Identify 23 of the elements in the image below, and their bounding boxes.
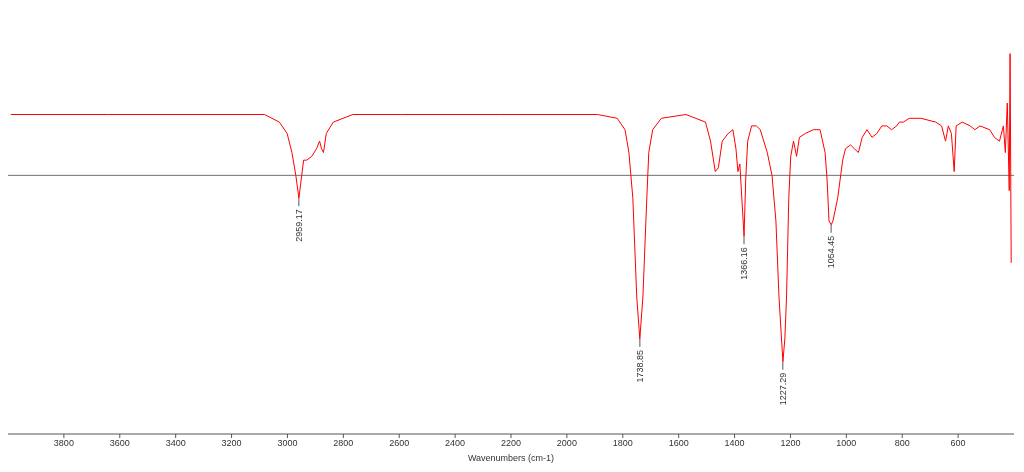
x-axis-title: Wavenumbers (cm-1) (467, 453, 555, 463)
x-tick-label: 3200 (221, 438, 242, 449)
x-tick-label: 3000 (277, 438, 298, 449)
x-tick-label: 1600 (668, 438, 689, 449)
x-tick-label: 1400 (724, 438, 745, 449)
x-tick-label: 1800 (612, 438, 633, 449)
annotation: 2959.17 (293, 209, 304, 242)
annotation: 1366.16 (739, 247, 750, 280)
x-tick-label: 2400 (445, 438, 466, 449)
x-tick-label: 2200 (500, 438, 522, 449)
x-tick-label: 2800 (333, 438, 354, 449)
x-tick-label: 800 (894, 438, 910, 449)
x-tick-label: 1200 (780, 438, 801, 449)
x-tick-label: 600 (950, 438, 966, 449)
x-tick-label: 3800 (53, 438, 74, 449)
annotation: 1054.45 (826, 235, 837, 269)
x-tick-label: 3400 (165, 438, 186, 449)
x-tick-label: 3600 (109, 438, 130, 449)
annotation: 1738.85 (634, 349, 645, 383)
annotation: 1227.29 (777, 372, 788, 406)
x-tick-label: 2000 (556, 438, 577, 449)
x-tick-label: 2600 (389, 438, 410, 449)
x-tick-label: 1000 (836, 438, 857, 449)
